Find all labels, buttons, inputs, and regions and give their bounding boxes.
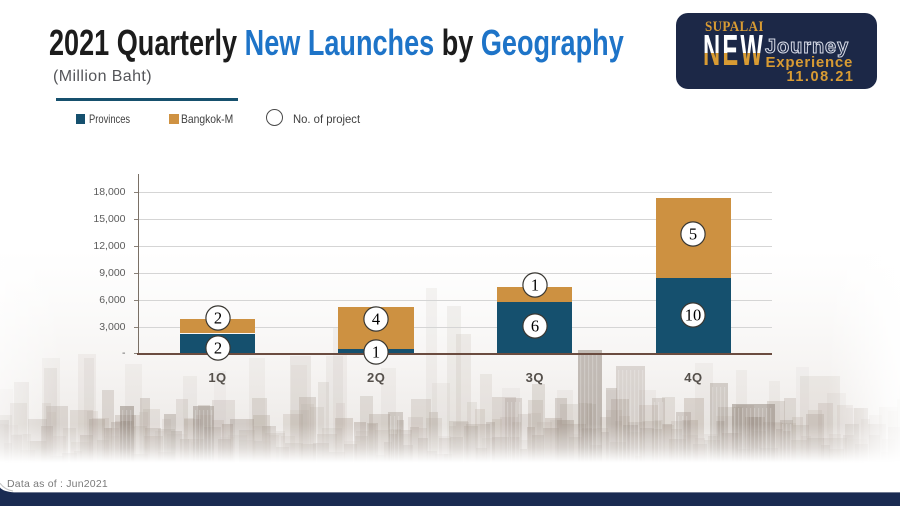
svg-text:4: 4 — [372, 309, 380, 328]
svg-text:1: 1 — [372, 343, 380, 362]
svg-text:6: 6 — [531, 316, 539, 335]
svg-text:1: 1 — [531, 275, 539, 294]
svg-text:5: 5 — [689, 225, 697, 244]
svg-text:2: 2 — [213, 308, 221, 327]
svg-text:2: 2 — [213, 339, 221, 358]
svg-text:10: 10 — [685, 306, 702, 325]
